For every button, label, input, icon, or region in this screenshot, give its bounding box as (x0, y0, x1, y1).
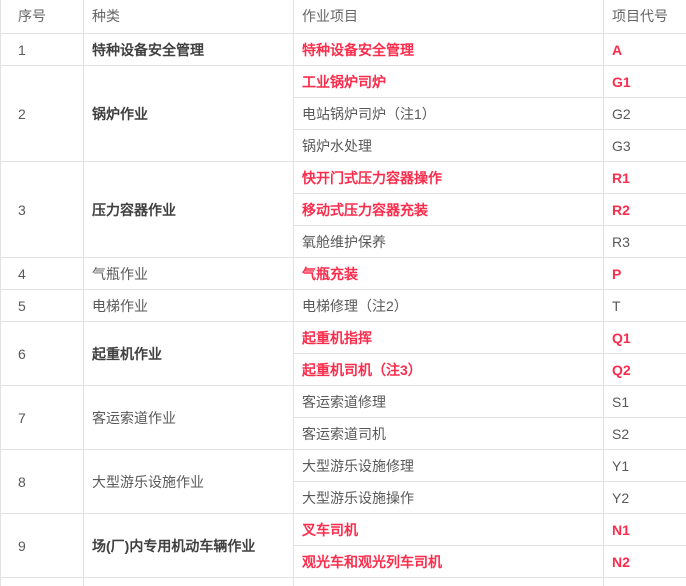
cell-code: R1 (603, 161, 686, 194)
table-row: 移动式压力容器充装 R2 (1, 193, 686, 226)
header-row: 序号 种类 作业项目 项目代号 (0, 0, 686, 34)
cell-project: 电梯修理（注2） (293, 289, 604, 322)
table-row: 9 场(厂)内专用机动车辆作业 叉车司机 N1 (0, 513, 686, 578)
cell-project: 起重机指挥 (293, 321, 604, 354)
table-row: 电站锅炉司炉（注1） G2 (1, 97, 686, 130)
table-row: 2 锅炉作业 工业锅炉司炉 G1 (0, 65, 686, 162)
cell-project: 特种设备安全管理 (293, 33, 604, 66)
cell-project: 大型游乐设施修理 (293, 449, 604, 482)
cell-category: 压力容器作业 (83, 161, 294, 258)
cell-index: 2 (0, 65, 84, 162)
table-row: 客运索道司机 S2 (1, 417, 686, 450)
col-header-project: 作业项目 (293, 0, 604, 34)
cell-project: 客运索道修理 (293, 385, 604, 418)
cell-project: 起重机司机（注3） (293, 353, 604, 386)
col-header-category: 种类 (83, 0, 294, 34)
cell-category: 锅炉作业 (83, 65, 294, 162)
cell-index: 6 (0, 321, 84, 386)
cell-index: 3 (0, 161, 84, 258)
table-row: 氧舱维护保养 R3 (1, 225, 686, 258)
cell-category: 起重机作业 (83, 321, 294, 386)
cell-code: N2 (603, 545, 686, 578)
cell-project: 电站锅炉司炉（注1） (293, 97, 604, 130)
table-row: 4 气瓶作业 气瓶充装 P (0, 257, 686, 290)
cell-code: T (603, 289, 686, 322)
cell-code: G3 (603, 129, 686, 162)
cell-project: 工业锅炉司炉 (293, 65, 604, 98)
cell-code: P (603, 257, 686, 290)
cell-code: A (603, 33, 686, 66)
cell-project: 观光车和观光列车司机 (293, 545, 604, 578)
col-header-index: 序号 (0, 0, 84, 34)
cell-index: 9 (0, 513, 84, 578)
table-row: 1 特种设备安全管理 特种设备安全管理 A (0, 33, 686, 66)
table-row: 大型游乐设施操作 Y2 (1, 481, 686, 514)
cell-index: 5 (0, 289, 84, 322)
cell-project: 大型游乐设施操作 (293, 481, 604, 514)
cell-index: 4 (0, 257, 84, 290)
cell-project: 快开门式压力容器操作 (293, 161, 604, 194)
cell-code: R2 (603, 193, 686, 226)
cell-project: 叉车司机 (293, 513, 604, 546)
cell-category: 电梯作业 (83, 289, 294, 322)
cell-code: G1 (603, 65, 686, 98)
cell-code: G2 (603, 97, 686, 130)
cell-category: 气瓶作业 (83, 257, 294, 290)
table-row: 起重机司机（注3） Q2 (1, 353, 686, 386)
col-header-code: 项目代号 (603, 0, 686, 34)
table-row: 3 压力容器作业 快开门式压力容器操作 R1 (0, 161, 686, 258)
cell-code: R3 (603, 225, 686, 258)
table-row: 6 起重机作业 起重机指挥 Q1 (0, 321, 686, 386)
table-row: 观光车和观光列车司机 N2 (1, 545, 686, 578)
table-row: 7 客运索道作业 客运索道修理 S1 (0, 385, 686, 450)
cell-category: 大型游乐设施作业 (83, 449, 294, 514)
empty-cell (83, 577, 294, 586)
empty-cell (603, 577, 686, 586)
cell-index: 1 (0, 33, 84, 66)
cell-category: 特种设备安全管理 (83, 33, 294, 66)
empty-cell (0, 577, 84, 586)
cell-code: S2 (603, 417, 686, 450)
cell-code: Q1 (603, 321, 686, 354)
empty-cell (293, 577, 604, 586)
cell-project: 移动式压力容器充装 (293, 193, 604, 226)
cell-code: Y1 (603, 449, 686, 482)
cell-project: 客运索道司机 (293, 417, 604, 450)
cell-code: N1 (603, 513, 686, 546)
table-row: 8 大型游乐设施作业 大型游乐设施修理 Y1 (0, 449, 686, 514)
cell-code: S1 (603, 385, 686, 418)
cropped-next-row (0, 577, 686, 586)
cell-category: 客运索道作业 (83, 385, 294, 450)
cell-index: 7 (0, 385, 84, 450)
cell-project: 氧舱维护保养 (293, 225, 604, 258)
cell-index: 8 (0, 449, 84, 514)
cell-code: Q2 (603, 353, 686, 386)
cell-category: 场(厂)内专用机动车辆作业 (83, 513, 294, 578)
cell-project: 气瓶充装 (293, 257, 604, 290)
cell-code: Y2 (603, 481, 686, 514)
table-row: 5 电梯作业 电梯修理（注2） T (0, 289, 686, 322)
cell-project: 锅炉水处理 (293, 129, 604, 162)
